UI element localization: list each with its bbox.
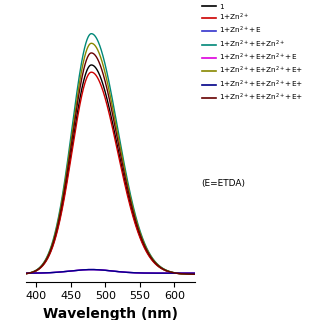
Legend: 1, 1+Zn$^{2+}$, 1+Zn$^{2+}$+E, 1+Zn$^{2+}$+E+Zn$^{2+}$, 1+Zn$^{2+}$+E+Zn$^{2+}$+: 1, 1+Zn$^{2+}$, 1+Zn$^{2+}$+E, 1+Zn$^{2+…: [202, 4, 303, 103]
Text: (E=ETDA): (E=ETDA): [202, 179, 246, 188]
X-axis label: Wavelength (nm): Wavelength (nm): [43, 307, 178, 320]
